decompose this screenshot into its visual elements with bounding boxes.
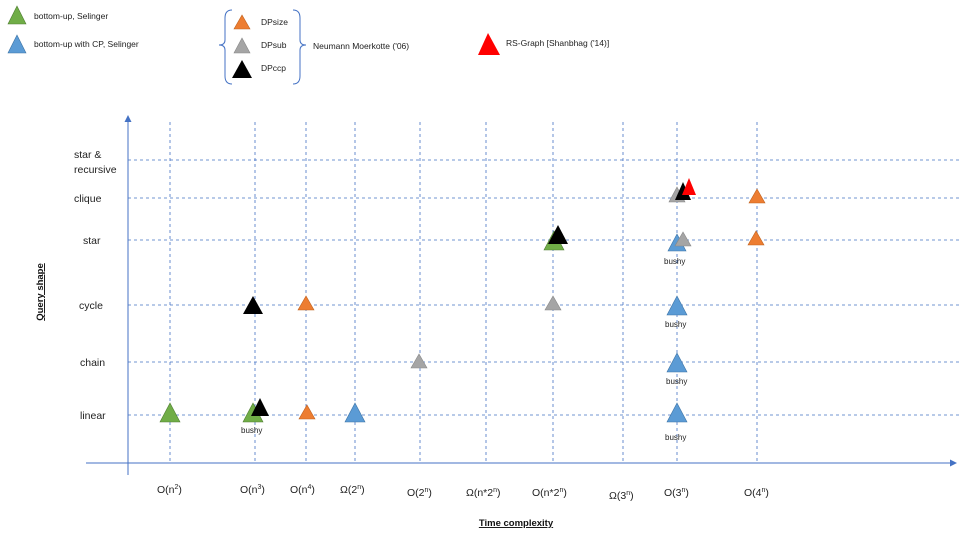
marker-black-clique-3n — [675, 182, 691, 200]
x-axis-title: Time complexity — [479, 518, 554, 529]
row-label-cycle: cycle — [79, 300, 103, 312]
legend-gray-label: DPsub — [261, 40, 287, 50]
marker-gray-chain-2n — [410, 353, 428, 369]
marker-gray-cycle-n2n — [544, 295, 562, 311]
col-label-9: O(4n) — [744, 487, 769, 499]
col-label-2: O(n4) — [290, 484, 315, 496]
bushy-label-star-3n: bushy — [664, 257, 685, 266]
col-label-4: O(2n) — [407, 487, 432, 499]
legend-green-label: bottom-up, Selinger — [34, 11, 108, 21]
legend-blue-label: bottom-up with CP, Selinger — [34, 39, 139, 49]
marker-blue-linear-3n — [666, 402, 688, 423]
legend-orange-label: DPsize — [261, 17, 288, 27]
bushy-label-linear-n3: bushy — [241, 426, 262, 435]
col-label-1: O(n3) — [240, 484, 265, 496]
marker-orange-star-4n — [747, 230, 765, 246]
row-label-star: star — [83, 235, 101, 247]
bushy-annotations: bushy bushy bushy bushy bushy — [241, 257, 687, 442]
row-labels: star & recursive clique star cycle chain… — [74, 149, 117, 422]
marker-orange-clique-4n — [748, 188, 766, 204]
row-label-chain: chain — [80, 357, 105, 369]
col-label-8: O(3n) — [664, 487, 689, 499]
legend: bottom-up, Selinger bottom-up with CP, S… — [7, 5, 609, 85]
row-label-linear: linear — [80, 410, 106, 422]
legend-brace-right — [292, 9, 307, 85]
row-label-clique: clique — [74, 193, 102, 205]
legend-black-triangle — [232, 60, 252, 78]
marker-black-star-n2n — [548, 225, 568, 244]
legend-black-label: DPccp — [261, 63, 286, 73]
bushy-label-cycle-3n: bushy — [665, 320, 686, 329]
legend-red-triangle — [478, 33, 500, 55]
markers — [159, 178, 766, 423]
col-label-7: Ω(3n) — [609, 490, 634, 502]
bushy-label-linear-3n: bushy — [665, 433, 686, 442]
legend-orange-triangle — [233, 14, 251, 30]
marker-blue-chain-3n — [666, 352, 688, 373]
col-label-3: Ω(2n) — [340, 484, 365, 496]
marker-black-cycle-n3 — [243, 296, 263, 314]
marker-orange-cycle-n4 — [297, 295, 315, 311]
column-labels: O(n2) O(n3) O(n4) Ω(2n) O(2n) Ω(n*2n) O(… — [157, 484, 769, 502]
row-label-star-recursive-1: star & — [74, 149, 101, 161]
legend-group-label: Neumann Moerkotte ('06) — [313, 41, 409, 51]
marker-orange-linear-n4 — [298, 404, 316, 420]
marker-red-clique-3n — [682, 178, 696, 195]
y-axis-title: Query shape — [35, 263, 46, 321]
col-label-0: O(n2) — [157, 484, 182, 496]
marker-green-linear-n2 — [159, 402, 181, 423]
col-label-6: O(n*2n) — [532, 487, 567, 499]
legend-blue-triangle — [7, 34, 27, 54]
legend-red-label: RS-Graph [Shanbhag ('14)] — [506, 38, 609, 48]
legend-green-triangle — [7, 5, 27, 25]
marker-blue-linear-omega2n — [344, 402, 366, 423]
row-label-star-recursive-2: recursive — [74, 164, 117, 176]
marker-gray-star-3n — [674, 231, 692, 247]
row-gridlines — [128, 159, 962, 416]
axes — [86, 115, 957, 475]
marker-blue-cycle-3n — [666, 295, 688, 316]
legend-brace-left — [218, 9, 233, 85]
bushy-label-chain-3n: bushy — [666, 377, 687, 386]
marker-black-linear-n3 — [251, 398, 269, 416]
col-label-5: Ω(n*2n) — [466, 487, 501, 499]
legend-gray-triangle — [233, 37, 251, 54]
